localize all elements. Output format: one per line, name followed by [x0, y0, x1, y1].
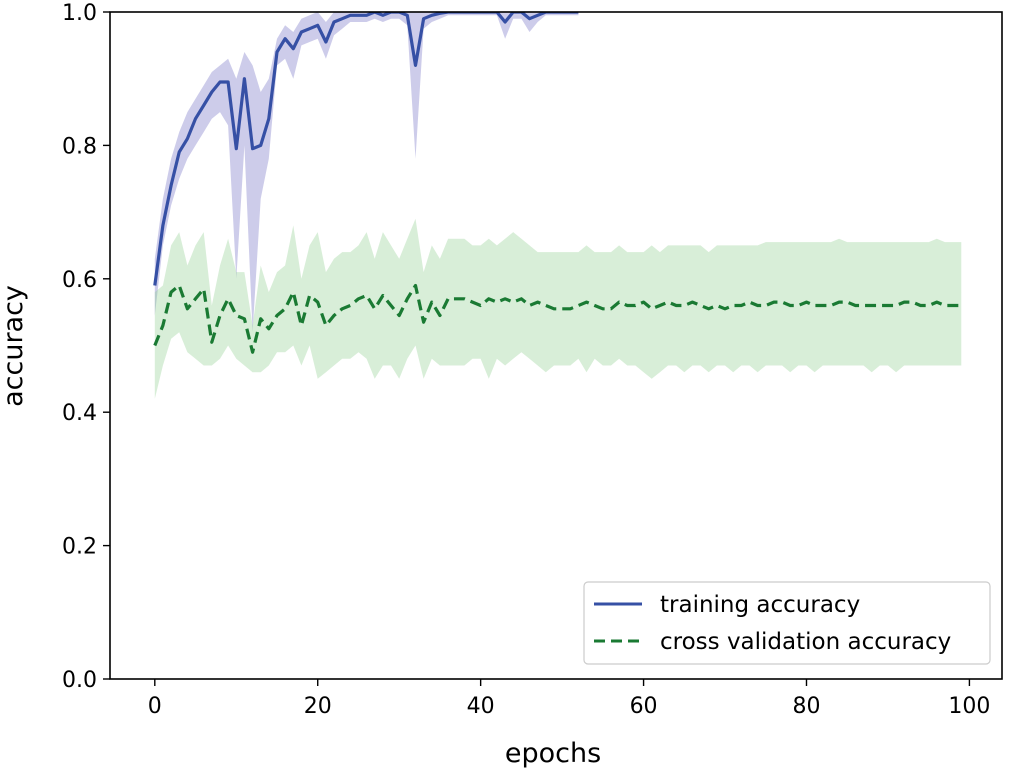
x-tick-label: 60 — [630, 694, 658, 719]
x-tick-label: 20 — [304, 694, 332, 719]
x-tick-label: 80 — [792, 694, 820, 719]
plot-area — [153, 12, 962, 399]
x-tick-label: 40 — [467, 694, 495, 719]
y-axis-label: accuracy — [0, 285, 29, 407]
legend: training accuracy cross validation accur… — [583, 581, 991, 665]
training-accuracy-line — [153, 12, 579, 286]
y-tick-label: 0.6 — [62, 268, 97, 293]
cross-validation-accuracy-line — [153, 283, 962, 354]
x-axis: 0 20 40 60 80 100 — [148, 679, 990, 719]
cross-validation-accuracy-band — [154, 218, 962, 399]
y-axis: 0.0 0.2 0.4 0.6 0.8 1.0 — [62, 1, 110, 693]
plot-frame — [109, 11, 1003, 680]
training-accuracy-band — [154, 12, 579, 333]
y-tick-label: 1.0 — [62, 1, 97, 26]
y-tick-label: 0.8 — [62, 134, 97, 159]
x-tick-label: 100 — [948, 694, 990, 719]
legend-label-training: training accuracy — [660, 592, 860, 618]
y-tick-label: 0.2 — [62, 535, 97, 560]
legend-box — [583, 581, 991, 665]
y-tick-label: 0.0 — [62, 668, 97, 693]
x-axis-label: epochs — [505, 738, 601, 769]
legend-label-cross-validation: cross validation accuracy — [660, 629, 951, 655]
y-tick-label: 0.4 — [62, 401, 97, 426]
x-tick-label: 0 — [148, 694, 162, 719]
